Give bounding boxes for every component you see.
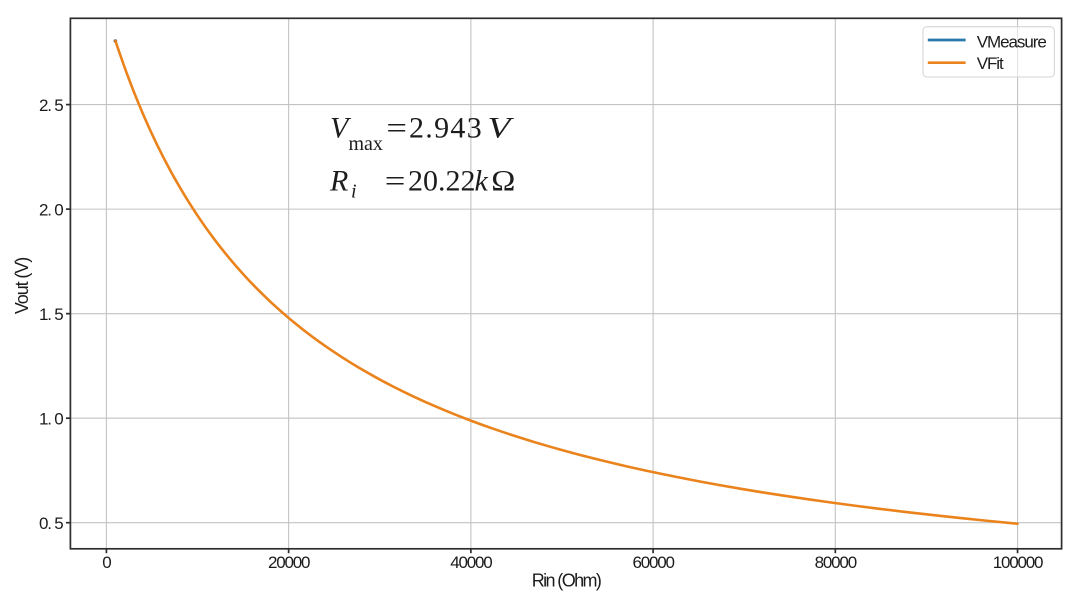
svg-text:V: V (488, 112, 515, 145)
svg-text:100000: 100000 (993, 553, 1043, 572)
svg-text:2.943: 2.943 (409, 112, 483, 145)
svg-text:1. 0: 1. 0 (39, 409, 63, 428)
svg-text:max: max (349, 133, 383, 155)
svg-text:k: k (475, 165, 489, 198)
svg-text:1. 5: 1. 5 (39, 305, 63, 324)
svg-text:i: i (351, 181, 357, 203)
svg-text:=: = (386, 112, 407, 145)
svg-text:Rin (Ohm): Rin (Ohm) (532, 571, 601, 591)
svg-text:0. 5: 0. 5 (39, 514, 63, 533)
svg-text:20.22: 20.22 (408, 165, 476, 198)
svg-text:20000: 20000 (268, 553, 310, 572)
svg-text:0: 0 (102, 553, 111, 572)
svg-text:V: V (330, 112, 352, 145)
svg-text:2. 0: 2. 0 (39, 200, 63, 219)
svg-text:R: R (329, 165, 348, 198)
svg-text:Ω: Ω (491, 164, 515, 198)
svg-text:80000: 80000 (815, 553, 857, 572)
svg-text:2. 5: 2. 5 (39, 96, 63, 115)
svg-text:VFit: VFit (977, 54, 1004, 73)
svg-text:40000: 40000 (450, 553, 492, 572)
svg-text:Vout (V): Vout (V) (12, 258, 32, 314)
svg-text:60000: 60000 (632, 553, 674, 572)
svg-text:VMeasure: VMeasure (977, 32, 1047, 51)
svg-text:=: = (385, 165, 406, 198)
